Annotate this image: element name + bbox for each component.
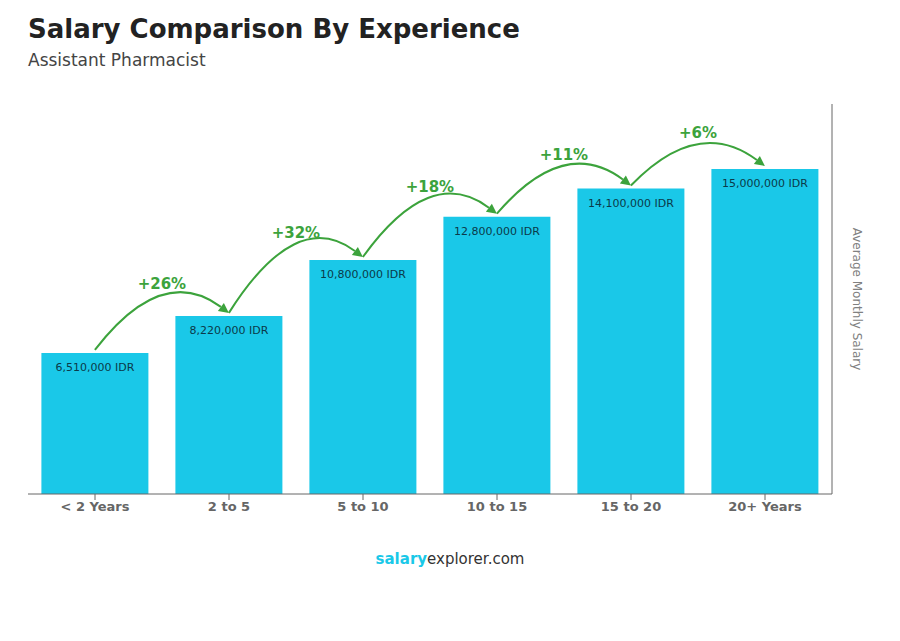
svg-text:5 to 10: 5 to 10 bbox=[337, 499, 388, 514]
svg-text:+11%: +11% bbox=[540, 146, 588, 164]
svg-text:+6%: +6% bbox=[679, 124, 717, 142]
svg-text:2 to 5: 2 to 5 bbox=[208, 499, 250, 514]
svg-text:6,510,000 IDR: 6,510,000 IDR bbox=[55, 361, 134, 374]
html-text:salary explorer.com: salary explorer.com bbox=[375, 550, 525, 568]
svg-text:+26%: +26% bbox=[138, 275, 186, 293]
svg-text:+32%: +32% bbox=[272, 224, 320, 242]
html-text:Assistant Pharmacist: Assistant Pharmacist bbox=[28, 50, 206, 70]
svg-text:< 2 Years: < 2 Years bbox=[61, 499, 130, 514]
svg-text:20+ Years: 20+ Years bbox=[728, 499, 802, 514]
svg-text:15 to 20: 15 to 20 bbox=[601, 499, 661, 514]
svg-text:10,800,000 IDR: 10,800,000 IDR bbox=[320, 268, 406, 281]
svg-text:Average Monthly Salary: Average Monthly Salary bbox=[850, 228, 864, 371]
svg-text:14,100,000 IDR: 14,100,000 IDR bbox=[588, 197, 674, 210]
svg-text:8,220,000 IDR: 8,220,000 IDR bbox=[189, 324, 268, 337]
svg-text:10 to 15: 10 to 15 bbox=[467, 499, 527, 514]
svg-text:15,000,000 IDR: 15,000,000 IDR bbox=[722, 177, 808, 190]
svg-text:12,800,000 IDR: 12,800,000 IDR bbox=[454, 225, 540, 238]
html-text:Salary Comparison By Experienc: Salary Comparison By Experience bbox=[28, 14, 520, 44]
svg-text:+18%: +18% bbox=[406, 178, 454, 196]
